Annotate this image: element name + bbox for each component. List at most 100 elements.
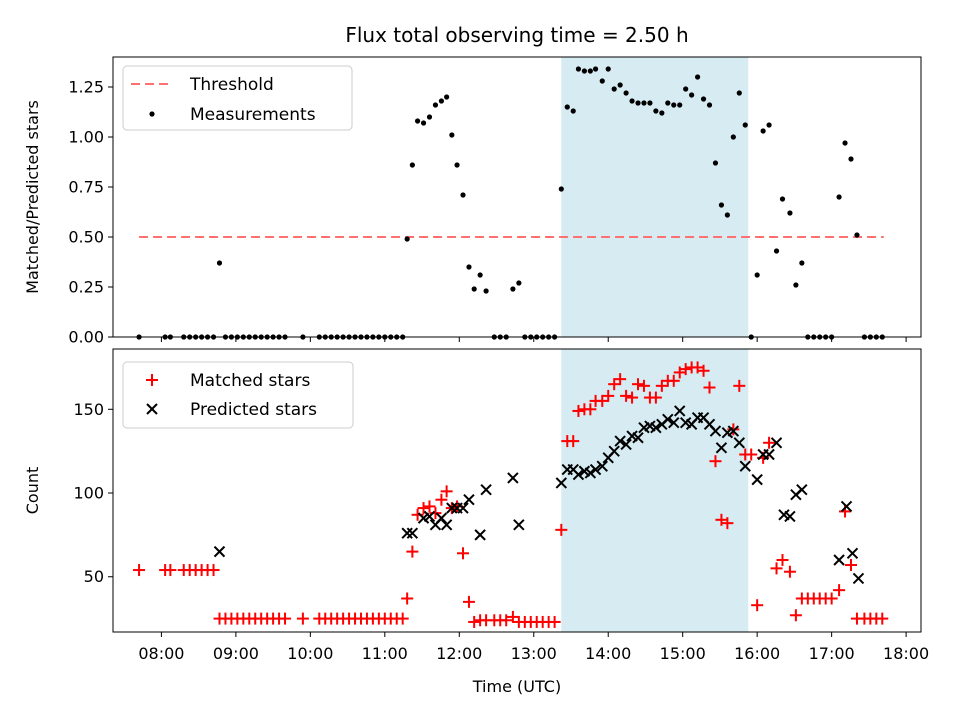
measurement-point	[694, 74, 701, 80]
measurement-point	[426, 114, 433, 120]
x-tick-label: 16:00	[734, 644, 780, 663]
matched-star-marker	[733, 379, 746, 392]
measurement-point	[449, 132, 455, 138]
matched-star-marker	[637, 379, 650, 392]
matched-star-marker	[417, 502, 430, 515]
measurement-point	[712, 160, 719, 166]
predicted-star-marker	[463, 494, 475, 506]
predicted-star-marker	[620, 438, 632, 451]
matched-star-marker	[626, 391, 639, 404]
matched-star-marker	[555, 523, 568, 536]
matched-star-marker	[548, 615, 561, 628]
matched-star-marker	[833, 584, 846, 597]
matched-star-marker	[876, 612, 889, 625]
predicted-star-marker	[632, 432, 644, 444]
x-tick-label: 15:00	[660, 644, 706, 663]
y-tick-label: 0.75	[68, 178, 104, 197]
y-tick-label: 100	[73, 484, 104, 503]
predicted-star-marker	[513, 519, 525, 531]
matched-star-marker	[500, 614, 513, 627]
measurement-point	[773, 248, 780, 254]
predicted-star-marker	[401, 527, 413, 539]
matched-star-marker	[572, 404, 585, 417]
matched-star-marker	[825, 592, 838, 605]
measurement-point	[677, 102, 683, 108]
predicted-star-marker	[406, 527, 419, 539]
measurement-point	[460, 192, 466, 198]
x-tick-label: 10:00	[287, 644, 333, 663]
measurement-point	[587, 68, 593, 74]
predicted-star-marker	[840, 500, 853, 513]
measurement-point	[466, 264, 472, 270]
matched-star-marker	[770, 562, 783, 575]
measurement-point	[665, 100, 671, 106]
predicted-star-marker	[715, 442, 728, 454]
matched-star-marker	[506, 610, 519, 623]
measurement-point	[766, 122, 772, 128]
observing-window-highlight	[561, 349, 749, 632]
predicted-star-marker	[589, 463, 602, 476]
predicted-star-marker	[555, 477, 568, 489]
predicted-star-marker	[435, 512, 448, 524]
ratio-panel-frame	[112, 56, 922, 338]
predicted-star-marker	[733, 437, 746, 449]
predicted-star-marker	[852, 572, 865, 585]
predicted-star-marker	[770, 437, 783, 449]
x-tick-label: 18:00	[883, 644, 929, 663]
measurement-point	[724, 212, 730, 218]
measurement-point	[799, 260, 805, 266]
legend-measurements-swatch	[149, 111, 155, 117]
measurement-point	[848, 156, 854, 162]
measurement-point	[216, 260, 223, 266]
legend-matched-swatch	[146, 374, 158, 386]
measurement-point	[706, 102, 713, 108]
measurement-point	[477, 272, 483, 278]
measurement-point	[432, 102, 439, 108]
matched-star-marker	[462, 595, 475, 608]
matched-star-marker	[679, 363, 692, 376]
predicted-star-marker	[763, 448, 775, 461]
measurement-point	[659, 110, 665, 116]
y-tick-label: 1.25	[68, 78, 104, 97]
matched-star-marker	[844, 559, 857, 572]
measurement-point	[718, 202, 725, 208]
predicted-star-marker	[457, 502, 469, 514]
legend-predicted-swatch	[146, 403, 158, 415]
measurement-point	[854, 232, 860, 238]
predicted-star-marker	[608, 445, 620, 457]
y-tick-label: 1.00	[68, 128, 104, 147]
measurement-point	[736, 90, 742, 96]
matched-star-marker	[776, 553, 789, 566]
measurement-point	[564, 104, 570, 110]
matched-star-marker	[783, 565, 796, 578]
matched-star-marker	[207, 564, 220, 577]
measurement-point	[420, 120, 427, 126]
matched-star-marker	[584, 403, 597, 416]
measurement-point	[653, 108, 659, 114]
measurement-point	[742, 122, 748, 128]
y-tick-label: 0.00	[68, 328, 104, 347]
x-tick-label: 12:00	[436, 644, 482, 663]
predicted-star-marker	[423, 510, 436, 523]
y-tick-label: 0.50	[68, 228, 104, 247]
matched-star-marker	[468, 615, 481, 628]
predicted-star-marker	[614, 435, 626, 447]
measurement-point	[683, 86, 689, 92]
chart-title: Flux total observing time = 2.50 h	[345, 23, 688, 47]
y-tick-label: 0.25	[68, 278, 104, 297]
matched-star-marker	[440, 485, 453, 498]
ratio-y-axis-label: Matched/Predicted stars	[23, 100, 42, 294]
legend-matched-label: Matched stars	[190, 371, 310, 391]
matched-star-marker	[406, 545, 419, 558]
matched-star-marker	[602, 389, 615, 402]
predicted-star-marker	[480, 483, 492, 496]
predicted-star-marker	[596, 460, 608, 472]
matched-star-marker	[721, 517, 734, 530]
matched-star-marker	[667, 374, 680, 387]
matched-star-marker	[789, 609, 802, 622]
count-y-axis-label: Count	[23, 467, 42, 515]
x-tick-label: 14:00	[585, 644, 631, 663]
matched-star-marker	[567, 435, 580, 448]
x-tick-label: 13:00	[511, 644, 557, 663]
